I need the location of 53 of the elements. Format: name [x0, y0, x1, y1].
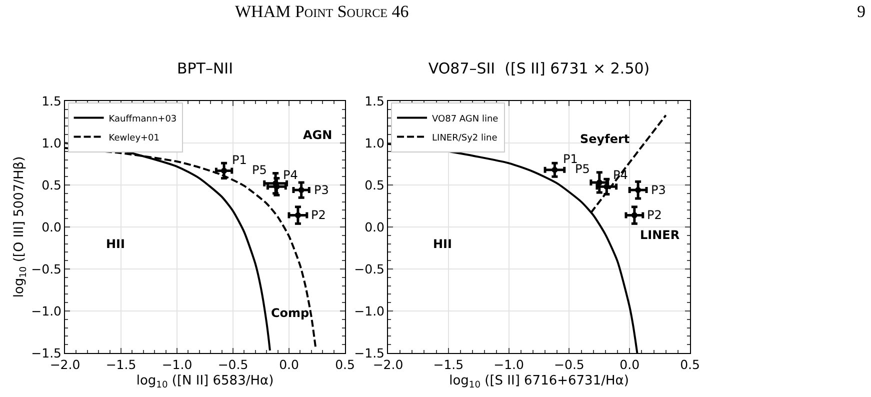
legend-label: Kauffmann+03 [108, 114, 177, 124]
x-tick-label: 0.0 [620, 357, 640, 372]
annotation: HII [106, 237, 125, 251]
annotation: P4 [283, 168, 298, 182]
point [221, 168, 228, 174]
annotation: P2 [311, 208, 326, 222]
x-axis-title: log$_{10}$ ([N II] 6583/Hα) [136, 374, 274, 390]
point [604, 184, 610, 190]
text: WHAM Point Source 46 [235, 2, 409, 22]
x-tick-label: −1.5 [433, 357, 464, 372]
annotation: P1 [232, 153, 247, 167]
y-tick-label: 1.0 [42, 135, 62, 150]
annotation: P2 [647, 208, 662, 222]
point [596, 179, 602, 186]
x-tick-label: −1.0 [494, 357, 524, 372]
legend-label: VO87 AGN line [432, 114, 499, 124]
annotation: HII [433, 237, 452, 251]
x-tick-label: −0.5 [218, 357, 248, 372]
legend-label: LINER/Sy2 line [432, 133, 498, 144]
chart-title: VO87–SII ([S II] 6731 × 2.50) [428, 59, 650, 78]
annotation: P4 [613, 168, 628, 182]
x-axis-title: log$_{10}$ ([S II] 6716+6731/Hα) [449, 374, 629, 390]
y-tick-label: −0.5 [31, 261, 62, 276]
y-tick-label: −1.0 [31, 303, 62, 318]
annotation: P5 [575, 162, 590, 176]
annotation: P3 [651, 183, 666, 197]
point [552, 166, 558, 173]
x-tick-label: 0.5 [680, 357, 700, 372]
y-tick-label: 0.0 [42, 219, 62, 234]
annotation: Comp [271, 306, 310, 320]
y-tick-label: 1.5 [42, 93, 62, 108]
y-tick-label: 1.5 [364, 93, 384, 108]
x-tick-label: 0.5 [335, 357, 355, 372]
y-tick-label: −0.5 [354, 261, 384, 276]
annotation: LINER [640, 228, 680, 242]
y-tick-label: 0.5 [42, 177, 62, 192]
annotation: AGN [303, 128, 332, 142]
y-tick-label: 0.0 [364, 219, 385, 234]
x-tick-label: −0.5 [554, 357, 584, 372]
x-tick-label: 0.0 [279, 357, 299, 372]
legend-label: Kewley+01 [108, 133, 160, 144]
text: 9 [857, 2, 866, 22]
point [298, 187, 304, 194]
annotation: Seyfert [580, 132, 630, 146]
annotation: P3 [314, 183, 329, 197]
y-tick-label: −1.0 [354, 303, 385, 318]
y-tick-label: 1.0 [364, 135, 385, 150]
chart-title: BPT–NII [176, 59, 234, 78]
y-tick-label: 0.5 [364, 177, 384, 192]
x-tick-label: −1.5 [106, 357, 136, 372]
x-tick-label: −1.0 [162, 357, 192, 372]
point [294, 212, 301, 218]
annotation: P5 [252, 163, 267, 177]
